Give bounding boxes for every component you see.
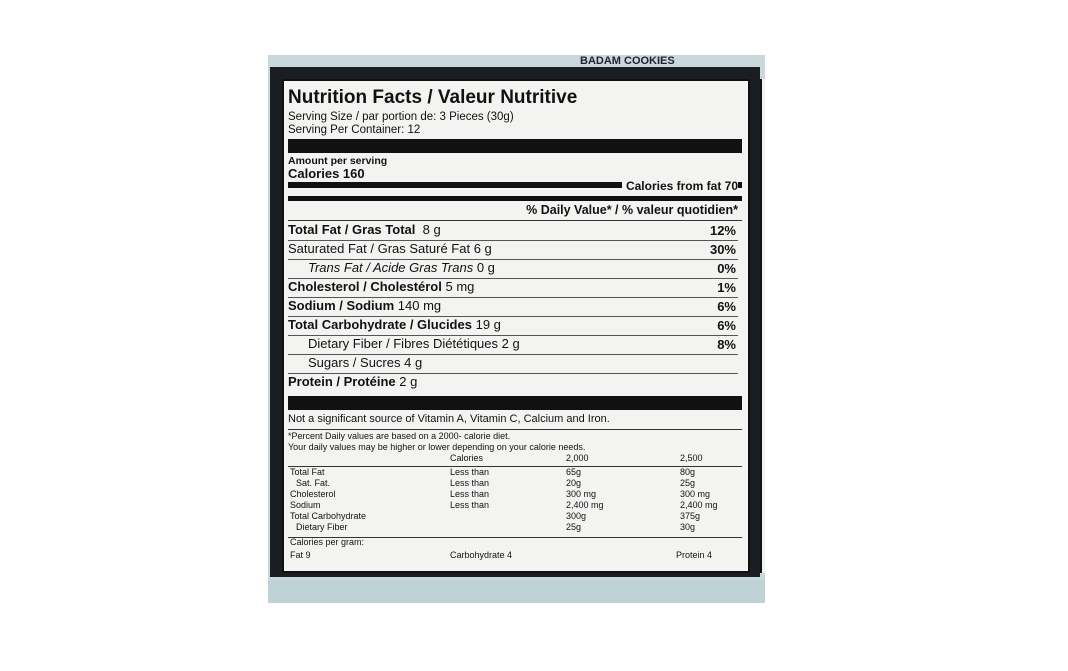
table-cell: 2,400 mg: [680, 500, 718, 510]
divider: [288, 466, 742, 467]
divider: [288, 182, 742, 188]
nutrient-row: Cholesterol / Cholestérol 5 mg 1%: [288, 279, 738, 298]
table-cell: 25g: [566, 522, 582, 532]
table-cell: Less than: [450, 500, 490, 510]
cpg-carbohydrate: Carbohydrate 4: [450, 550, 513, 560]
nutrient-amount: 5 mg: [445, 279, 475, 294]
label-title: Nutrition Facts / Valeur Nutritive: [288, 87, 578, 108]
divider: [288, 537, 742, 538]
table-cell: 375g: [680, 511, 701, 521]
table-header-cell: 2,000: [566, 453, 589, 463]
nutrient-pct: 0%: [717, 261, 736, 276]
table-cell: Dietary Fiber: [296, 522, 348, 532]
table-cell: Sat. Fat.: [296, 478, 331, 488]
nutrient-label: Sodium / Sodium: [288, 298, 395, 313]
table-header-cell: 2,500: [680, 453, 703, 463]
nutrition-facts-panel: Nutrition Facts / Valeur Nutritive Servi…: [282, 79, 750, 573]
nutrient-row: Total Fat / Gras Total 8 g 12%: [288, 222, 738, 241]
table-cell: 80g: [680, 467, 696, 477]
nutrient-label: Total Carbohydrate / Glucides: [288, 317, 472, 332]
table-cell: 2,400 mg: [566, 500, 604, 510]
package-edge: [268, 580, 765, 603]
nutrient-pct: 6%: [717, 299, 736, 314]
footnote: *Percent Daily values are based on a 200…: [288, 431, 511, 441]
table-header-cell: Calories: [450, 453, 484, 463]
thick-divider: [288, 139, 742, 153]
divider: [288, 220, 742, 221]
vitamins-note: Not a significant source of Vitamin A, V…: [288, 413, 610, 425]
calories-per-gram: Calories per gram:: [290, 537, 365, 547]
divider: [288, 429, 742, 430]
nutrient-amount: 0 g: [476, 260, 495, 275]
daily-value-header: % Daily Value* / % valeur quotidien*: [526, 203, 738, 217]
nutrient-label: Sugars / Sucres: [308, 355, 401, 370]
nutrient-label: Total Fat / Gras Total: [288, 222, 416, 237]
table-cell: 25g: [680, 478, 696, 488]
nutrient-amount: 6 g: [473, 241, 492, 256]
nutrient-label: Saturated Fat / Gras Saturé Fat: [288, 241, 471, 256]
calories-from-fat: Calories from fat 70: [621, 179, 738, 193]
amount-per-serving: Amount per serving: [288, 155, 388, 167]
nutrient-label: Cholesterol / Cholestérol: [288, 279, 442, 294]
nutrient-label: Protein / Protéine: [288, 374, 396, 389]
calories: Calories 160: [288, 166, 365, 181]
table-cell: Total Carbohydrate: [290, 511, 367, 521]
table-cell: Less than: [450, 489, 490, 499]
table-cell: 300g: [566, 511, 587, 521]
table-cell: 300 mg: [566, 489, 597, 499]
nutrient-row: Protein / Protéine 2 g: [288, 374, 738, 392]
table-cell: Total Fat: [290, 467, 325, 477]
divider: [288, 196, 742, 201]
product-name: BADAM COOKIES: [580, 55, 675, 67]
nutrient-amount: 4 g: [404, 355, 423, 370]
adjacent-panel: [760, 79, 765, 573]
nutrient-amount: 2 g: [399, 374, 418, 389]
table-cell: Sodium: [290, 500, 321, 510]
serving-size: Serving Size / par portion de: 3 Pieces …: [288, 111, 514, 123]
nutrient-pct: 1%: [717, 280, 736, 295]
footnote: Your daily values may be higher or lower…: [288, 442, 586, 452]
table-cell: 65g: [566, 467, 582, 477]
nutrient-amount: 19 g: [475, 317, 501, 332]
table-cell: Cholesterol: [290, 489, 336, 499]
table-cell: Less than: [450, 467, 490, 477]
nutrient-row: Total Carbohydrate / Glucides 19 g 6%: [288, 317, 738, 336]
table-cell: 20g: [566, 478, 582, 488]
nutrient-pct: 6%: [717, 318, 736, 333]
nutrient-amount: 140 mg: [397, 298, 442, 313]
nutrient-row: Trans Fat / Acide Gras Trans 0 g 0%: [288, 260, 738, 279]
nutrient-row: Saturated Fat / Gras Saturé Fat 6 g 30%: [288, 241, 738, 260]
table-cell: Less than: [450, 478, 490, 488]
cpg-protein: Protein 4: [676, 550, 713, 560]
table-cell: 300 mg: [680, 489, 711, 499]
nutrient-amount: 2 g: [501, 336, 520, 351]
servings-per-container: Serving Per Container: 12: [288, 124, 421, 136]
nutrient-label: Dietary Fiber / Fibres Diététiques: [308, 336, 499, 351]
nutrient-row: Sodium / Sodium 140 mg 6%: [288, 298, 738, 317]
label-photo: BADAM COOKIES Nutrition Facts / Valeur N…: [268, 55, 765, 603]
thick-divider: [288, 396, 742, 410]
nutrient-pct: 12%: [709, 223, 736, 238]
nutrient-amount: 8 g: [422, 222, 441, 237]
nutrient-pct: 8%: [717, 337, 736, 352]
nutrient-row: Dietary Fiber / Fibres Diététiques 2 g 8%: [288, 336, 738, 355]
nutrient-pct: 30%: [709, 242, 736, 257]
nutrient-row: Sugars / Sucres 4 g: [288, 355, 738, 374]
table-cell: 30g: [680, 522, 696, 532]
cpg-fat: Fat 9: [290, 550, 311, 560]
nutrient-label: Trans Fat / Acide Gras Trans: [308, 260, 474, 275]
